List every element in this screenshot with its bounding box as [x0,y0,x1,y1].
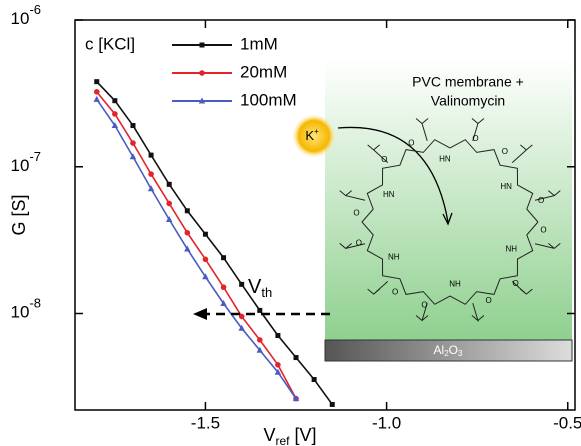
vth-arrow-head [193,308,207,320]
x-axis-label: Vref [V] [263,425,316,446]
x-tick-label: -1.0 [372,413,401,432]
legend-title: c [KCl] [85,34,135,53]
x-tick-label: -0.5 [553,413,581,432]
marker [257,337,263,343]
marker [112,111,118,117]
atom-label: O [486,296,492,305]
inset-title: Valinomycin [431,93,505,109]
marker [130,123,135,128]
y-tick-exp: -6 [29,2,41,17]
marker [203,257,209,263]
marker [239,282,244,287]
marker [221,284,227,290]
atom-label: O [538,196,544,205]
marker [148,171,154,177]
marker [112,98,117,103]
marker [167,182,172,187]
y-tick-label: 10-6 [11,2,41,28]
legend-label: 1mM [240,34,278,53]
atom-label: O [472,134,478,143]
atom-label: O [392,287,398,296]
marker [221,255,226,260]
legend-marker [200,43,205,48]
marker [185,208,190,213]
atom-label: HN [500,182,512,191]
y-tick-label: 10-7 [11,149,41,175]
atom-label: O [353,208,359,217]
atom-label: O [502,147,508,156]
marker [166,201,172,207]
series-line [97,99,296,398]
atom-label: O [540,226,546,235]
page: {"chart_data": { "type": "line", "ylabel… [0,0,581,446]
atom-label: NH [505,244,517,253]
legend-label: 100mM [240,90,297,109]
y-tick-base: 10 [11,156,30,175]
inset-title: PVC membrane + [412,74,524,90]
marker [203,232,208,237]
x-tick-label: -1.5 [191,413,220,432]
atom-label: O [381,155,387,164]
marker [294,355,299,360]
atom-label: HN [383,190,395,199]
atom-label: NH [388,252,400,261]
atom-label: NH [449,279,461,288]
marker [312,377,317,382]
marker [94,89,100,95]
marker [275,333,280,338]
chart: Al2O3 PVC membrane + Valinomycin K+ 10-6… [0,0,581,446]
legend-marker [199,70,205,76]
y-tick-exp: -8 [29,296,41,311]
legend-label: 20mM [240,62,287,81]
marker [275,362,281,368]
marker [130,140,136,146]
vth-label: Vth [248,276,272,300]
atom-label: O [512,279,518,288]
marker [185,230,191,236]
y-axis-label: G [S] [9,194,29,235]
y-tick-label: 10-8 [11,296,41,322]
atom-label: O [408,138,414,147]
atom-label: O [421,300,427,309]
y-tick-base: 10 [11,303,30,322]
atom-label: HN [439,155,451,164]
marker [330,402,335,407]
atom-label: O [356,238,362,247]
marker [257,308,262,313]
series-line [97,92,296,399]
marker [94,96,100,102]
y-tick-exp: -7 [29,149,41,164]
marker [149,153,154,158]
marker [94,79,99,84]
y-tick-base: 10 [11,9,30,28]
